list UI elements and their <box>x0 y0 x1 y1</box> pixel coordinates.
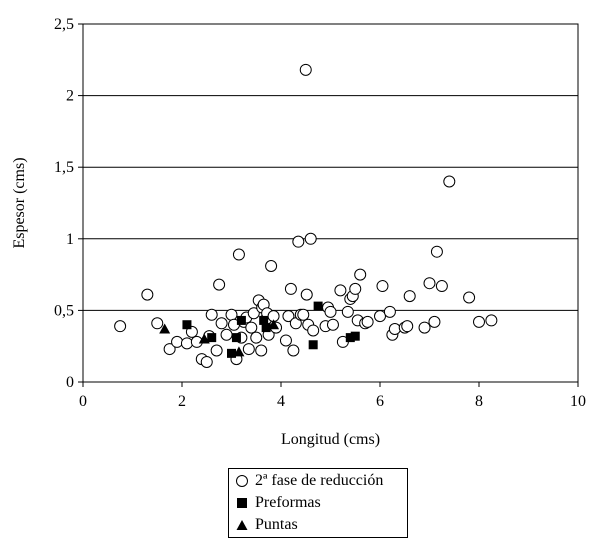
data-point-reduccion <box>423 277 436 290</box>
data-point-reduccion <box>485 314 498 327</box>
data-point-puntas <box>159 323 171 334</box>
data-point-reduccion <box>245 321 258 334</box>
data-point-reduccion <box>200 355 213 368</box>
data-point-reduccion <box>247 307 260 320</box>
data-point-preformas <box>207 333 217 343</box>
data-point-reduccion <box>232 248 245 261</box>
data-point-reduccion <box>307 324 320 337</box>
data-point-reduccion <box>279 334 292 347</box>
data-point-reduccion <box>430 245 443 258</box>
data-point-reduccion <box>171 335 184 348</box>
data-point-reduccion <box>334 284 347 297</box>
x-tick-label: 4 <box>277 393 285 410</box>
filled-triangle-icon <box>236 520 248 530</box>
data-point-preformas <box>236 315 246 325</box>
y-tick-label: 2 <box>66 88 74 105</box>
gridlines <box>83 95 578 311</box>
data-point-reduccion <box>428 315 441 328</box>
data-point-reduccion <box>265 260 278 273</box>
data-point-preformas <box>182 320 192 330</box>
data-point-reduccion <box>114 320 127 333</box>
data-point-reduccion <box>163 343 176 356</box>
data-points <box>114 63 498 368</box>
data-point-reduccion <box>341 305 354 318</box>
data-point-reduccion <box>376 280 389 293</box>
data-point-reduccion <box>374 310 386 323</box>
data-point-puntas <box>268 319 280 330</box>
data-point-reduccion <box>287 344 300 357</box>
legend-label-puntas: Puntas <box>255 516 298 533</box>
data-point-preformas <box>313 301 323 311</box>
data-point-reduccion <box>213 278 226 291</box>
y-tick-label: 1 <box>66 231 74 248</box>
x-tick-label: 2 <box>178 393 186 410</box>
y-axis-label: Espesor (cms) <box>11 157 28 248</box>
data-point-preformas <box>261 323 271 333</box>
data-point-reduccion <box>418 321 431 334</box>
data-point-reduccion <box>304 232 317 245</box>
x-tick-label: 0 <box>79 393 87 410</box>
x-tick-label: 6 <box>376 393 384 410</box>
data-point-reduccion <box>435 280 448 293</box>
data-point-reduccion <box>297 308 310 321</box>
legend-item-reduccion: 2ª fase de reducción <box>235 471 383 491</box>
data-point-reduccion <box>210 344 223 357</box>
y-tick-label: 1,5 <box>54 159 74 176</box>
filled-square-icon <box>237 498 247 508</box>
data-point-preformas <box>350 331 360 341</box>
plot-frame <box>82 23 579 383</box>
data-point-reduccion <box>284 282 297 295</box>
y-tick-label: 0 <box>66 374 74 391</box>
open-circle-icon <box>236 475 248 487</box>
chart-svg: 0 0,5 1 1,5 2 2,5 0 2 4 6 8 10 Longitud (cms) Espes… <box>11 16 586 448</box>
y-tick-label: 2,5 <box>54 16 74 33</box>
data-point-reduccion <box>225 308 238 321</box>
data-point-reduccion <box>220 328 233 341</box>
data-point-reduccion <box>151 317 164 330</box>
data-point-reduccion <box>361 315 374 328</box>
data-point-reduccion <box>473 315 485 328</box>
data-point-reduccion <box>250 331 263 344</box>
data-point-reduccion <box>324 305 337 318</box>
data-point-reduccion <box>242 343 255 356</box>
x-axis-label: Longitud (cms) <box>281 431 380 448</box>
legend-label-preformas: Preformas <box>255 494 321 511</box>
data-point-reduccion <box>401 320 414 333</box>
data-point-reduccion <box>141 288 154 301</box>
axis-ticks: 0 0,5 1 1,5 2 2,5 0 2 4 6 8 10 <box>54 16 586 410</box>
data-point-reduccion <box>388 323 401 336</box>
x-tick-label: 8 <box>475 393 483 410</box>
data-point-reduccion <box>354 268 367 281</box>
legend-item-puntas: Puntas <box>235 515 298 535</box>
data-point-reduccion <box>255 344 268 357</box>
data-point-reduccion <box>205 308 218 321</box>
data-point-reduccion <box>282 310 295 323</box>
data-point-reduccion <box>349 282 362 295</box>
legend-item-preformas: Preformas <box>235 493 321 513</box>
data-point-preformas <box>345 333 355 343</box>
data-point-reduccion <box>180 337 193 350</box>
data-point-puntas <box>198 333 210 344</box>
x-tick-label: 10 <box>570 393 586 410</box>
data-point-reduccion <box>215 317 228 330</box>
legend: 2ª fase de reducción Preformas Puntas <box>228 468 408 538</box>
data-point-reduccion <box>300 288 313 301</box>
data-point-puntas <box>233 346 245 357</box>
data-point-reduccion <box>292 235 305 248</box>
data-point-reduccion <box>463 291 476 304</box>
data-point-reduccion <box>443 175 456 188</box>
data-point-reduccion <box>383 305 396 318</box>
data-point-preformas <box>231 333 241 343</box>
data-point-reduccion <box>299 63 312 76</box>
legend-label-reduccion: 2ª fase de reducción <box>255 472 384 489</box>
data-point-preformas <box>259 315 269 325</box>
data-point-preformas <box>308 340 318 350</box>
data-point-reduccion <box>403 290 416 303</box>
data-point-reduccion <box>326 318 339 331</box>
y-tick-label: 0,5 <box>54 302 74 319</box>
data-point-preformas <box>227 348 236 358</box>
